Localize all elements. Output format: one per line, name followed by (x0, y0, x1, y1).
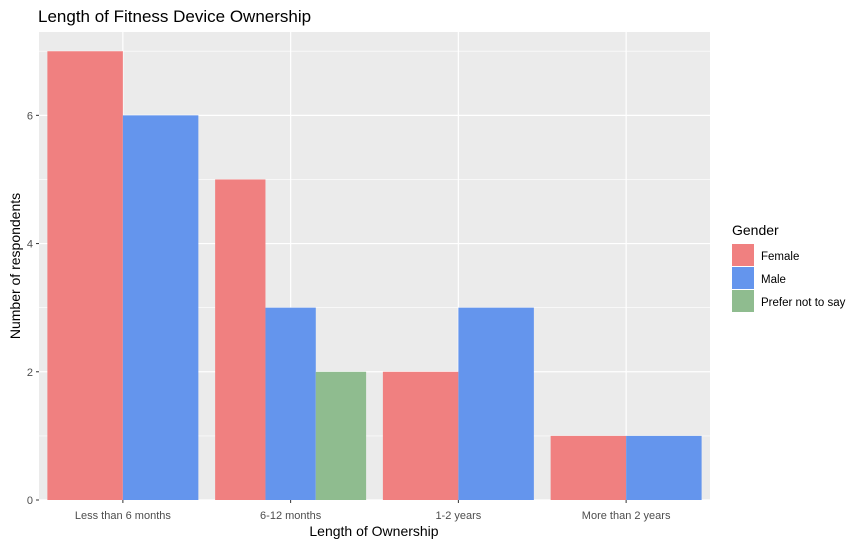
legend-label: Female (761, 251, 799, 263)
y-axis-title: Number of respondents (7, 193, 23, 339)
y-tick-label: 2 (27, 367, 33, 379)
x-axis-title: Length of Ownership (309, 523, 438, 539)
bar-female-1 (215, 179, 266, 500)
legend: Gender Female Male Prefer not to say (732, 222, 846, 312)
legend-swatch (732, 267, 754, 289)
bar-female-0 (47, 51, 123, 500)
x-tick-label: 1-2 years (435, 510, 481, 522)
legend-swatch (732, 290, 754, 312)
bar-female-3 (550, 435, 627, 500)
bar-male-1 (265, 307, 316, 500)
x-tick-label: Less than 6 months (75, 510, 172, 522)
y-ticks: 0 2 4 6 (27, 110, 39, 507)
legend-swatch (732, 244, 754, 266)
bar-male-2 (458, 307, 534, 500)
y-tick-label: 6 (27, 110, 33, 122)
y-tick-label: 0 (27, 495, 33, 507)
legend-label: Prefer not to say (761, 297, 846, 309)
x-tick-label: More than 2 years (582, 510, 671, 522)
y-tick-label: 4 (27, 239, 33, 251)
x-tick-label: 6-12 months (260, 510, 322, 522)
bar-male-0 (122, 115, 199, 500)
bar-prefer-not-to-say-1 (315, 371, 367, 500)
legend-title: Gender (732, 222, 779, 238)
bars-layer (47, 51, 702, 500)
chart-title: Length of Fitness Device Ownership (38, 7, 311, 26)
legend-label: Male (761, 274, 786, 286)
bar-male-3 (626, 435, 702, 500)
bar-female-2 (382, 371, 459, 500)
x-ticks: Less than 6 months 6-12 months 1-2 years Mo… (75, 500, 671, 522)
